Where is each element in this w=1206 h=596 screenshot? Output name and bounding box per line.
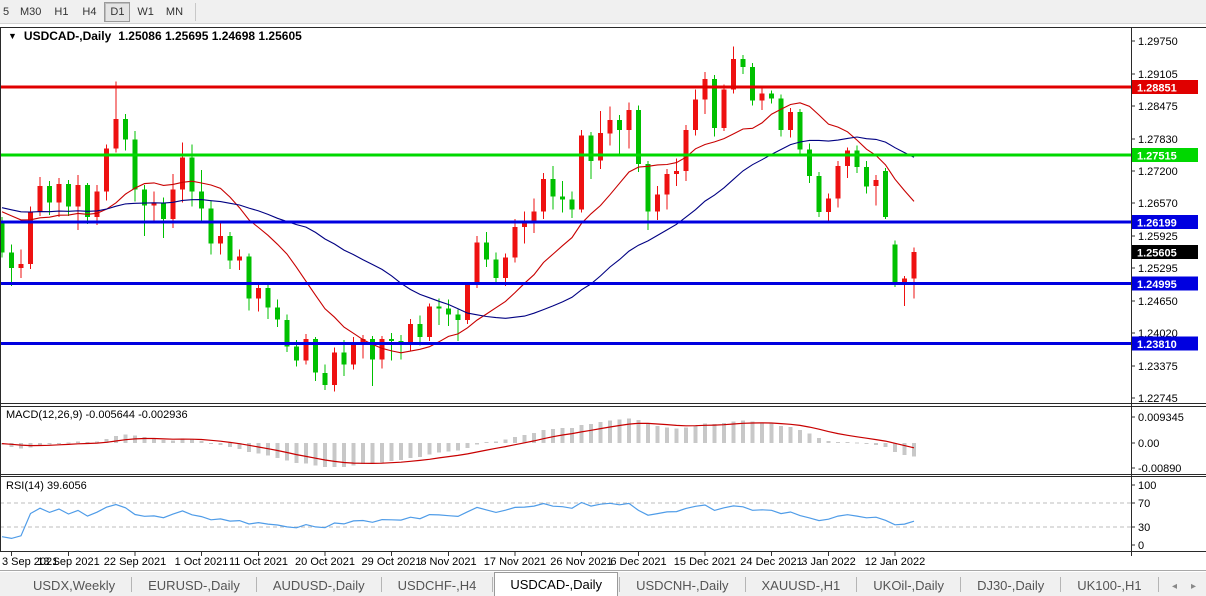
tab-divider	[960, 577, 962, 592]
tab-divider	[619, 577, 621, 592]
date-tick-label: 1 Oct 2021	[175, 556, 229, 568]
hline-price-label-1.27515	[1132, 147, 1198, 162]
chart-tab-dj30-daily[interactable]: DJ30-,Daily	[977, 577, 1045, 593]
tab-scroll-left-button[interactable]: ◂	[1171, 581, 1177, 592]
price-tick-label: 1.24650	[1138, 296, 1178, 308]
chart-tab-usdcnh-daily[interactable]: USDCNH-,Daily	[636, 577, 729, 593]
macd-signal-value: -0.002936	[138, 409, 188, 421]
macd-axis-label: 0.009345	[1138, 412, 1184, 424]
macd-main-value: -0.005644	[85, 409, 136, 421]
tab-divider	[744, 577, 746, 592]
date-tick-label: 29 Oct 2021	[362, 556, 422, 568]
tab-divider	[1157, 577, 1159, 592]
chart-tab-usdcad-daily[interactable]: USDCAD-,Daily	[494, 572, 619, 596]
macd-axis-label: 0.00	[1138, 438, 1159, 450]
current-price-label	[1132, 245, 1198, 260]
tab-divider	[131, 577, 133, 592]
date-tick-label: 13 Sep 2021	[37, 556, 99, 568]
macd-name: MACD(12,26,9)	[6, 409, 83, 421]
rsi-axis-label: 0	[1138, 540, 1144, 552]
date-tick-label: 26 Nov 2021	[550, 556, 612, 568]
price-tick-label: 1.29105	[1138, 69, 1178, 81]
macd-axis-label: -0.00890	[1138, 463, 1181, 475]
timeframe-button-MN[interactable]: MN	[165, 5, 184, 18]
date-tick-label: 11 Oct 2021	[229, 556, 288, 568]
chart-dropdown-icon[interactable]: ▼	[8, 31, 17, 41]
date-tick-label: 15 Dec 2021	[674, 556, 736, 568]
hline-price-label-1.26199-text: 1.26199	[1137, 218, 1177, 230]
date-tick-label: 6 Dec 2021	[610, 556, 666, 568]
time-axis[interactable]	[0, 552, 1131, 569]
date-tick-label: 3 Sep 2021	[2, 556, 58, 568]
rsi-indicator-label: RSI(14) 39.6056	[6, 480, 87, 492]
price-tick-label: 1.26570	[1138, 198, 1178, 210]
timeframe-button-5[interactable]: 5	[2, 5, 10, 18]
tab-divider	[255, 577, 257, 592]
tab-divider	[1060, 577, 1062, 592]
chart-quote-values: 1.25086 1.25695 1.24698 1.25605	[118, 29, 302, 43]
hline-price-label-1.24995-text: 1.24995	[1137, 279, 1177, 291]
tab-divider	[380, 577, 382, 592]
toolbar-separator	[195, 2, 197, 21]
date-tick-label: 3 Jan 2022	[801, 556, 855, 568]
price-tick-label: 1.27830	[1138, 134, 1178, 146]
rsi-axis-label: 30	[1138, 522, 1150, 534]
timeframe-button-D1[interactable]: D1	[104, 1, 131, 22]
chart-tab-bar: USDX,Weekly EURUSD-,Daily AUDUSD-,Daily USD…	[0, 570, 1206, 596]
chart-tab-eurusd-daily[interactable]: EURUSD-,Daily	[148, 577, 240, 593]
chart-tab-ukoil-daily[interactable]: UKOil-,Daily	[873, 577, 945, 593]
tab-divider	[492, 577, 494, 592]
chart-symbol-label: USDCAD-,Daily	[23, 29, 112, 43]
hline-price-label-1.26199	[1132, 215, 1198, 229]
rsi-axis-label: 100	[1138, 480, 1156, 492]
timeframe-button-H1[interactable]: H1	[54, 5, 69, 18]
date-tick-label: 12 Jan 2022	[865, 556, 926, 568]
rsi-name: RSI(14)	[6, 480, 44, 492]
date-tick-label: 20 Oct 2021	[295, 556, 355, 568]
chart-tab-usdx-weekly[interactable]: USDX,Weekly	[33, 577, 116, 593]
price-tick-label: 1.22745	[1138, 393, 1178, 405]
date-tick-label: 8 Nov 2021	[420, 556, 476, 568]
price-tick-label: 1.28475	[1138, 101, 1178, 113]
date-tick-label: 24 Dec 2021	[740, 556, 802, 568]
tab-divider	[856, 577, 858, 592]
chart-title: ▼ USDCAD-,Daily 1.25086 1.25695 1.24698 …	[8, 29, 302, 43]
price-tick-label: 1.29750	[1138, 36, 1178, 48]
rsi-value: 39.6056	[46, 480, 87, 492]
hline-price-label-1.28851-text: 1.28851	[1137, 82, 1177, 94]
hline-price-label-1.24995	[1132, 276, 1198, 291]
date-tick-label: 22 Sep 2021	[104, 556, 166, 568]
timeframe-button-H4[interactable]: H4	[82, 5, 97, 18]
chart-tab-audusd-daily[interactable]: AUDUSD-,Daily	[272, 577, 365, 593]
date-tick-label: 17 Nov 2021	[484, 556, 546, 568]
price-tick-label: 1.23375	[1138, 361, 1178, 373]
chart-plot-area[interactable]	[0, 27, 1131, 404]
price-tick-label: 1.25295	[1138, 263, 1178, 275]
timeframe-button-M30[interactable]: M30	[20, 5, 42, 18]
price-tick-label: 1.25925	[1138, 231, 1178, 243]
rsi-axis-label: 70	[1138, 498, 1150, 510]
macd-indicator-label: MACD(12,26,9) -0.005644 -0.002936	[6, 409, 188, 421]
tab-scroll-right-button[interactable]: ▸	[1190, 581, 1196, 592]
chart-tab-uk100-h1[interactable]: UK100-,H1	[1077, 577, 1142, 593]
timeframe-button-W1[interactable]: W1	[137, 5, 154, 18]
hline-price-label-1.23810-text: 1.23810	[1137, 339, 1177, 351]
hline-price-label-1.28851	[1132, 79, 1198, 94]
hline-price-label-1.23810	[1132, 336, 1198, 351]
current-price-label-text: 1.25605	[1137, 248, 1177, 260]
chart-tab-xauusd-h1[interactable]: XAUUSD-,H1	[761, 577, 841, 593]
timeframe-toolbar: 5 M30 H1 H4 D1 W1 MN	[0, 0, 1206, 24]
price-tick-label: 1.27200	[1138, 166, 1178, 178]
price-axis[interactable]	[1131, 27, 1206, 552]
chart-tab-usdchf-h4[interactable]: USDCHF-,H4	[397, 577, 477, 593]
hline-price-label-1.27515-text: 1.27515	[1137, 150, 1177, 162]
